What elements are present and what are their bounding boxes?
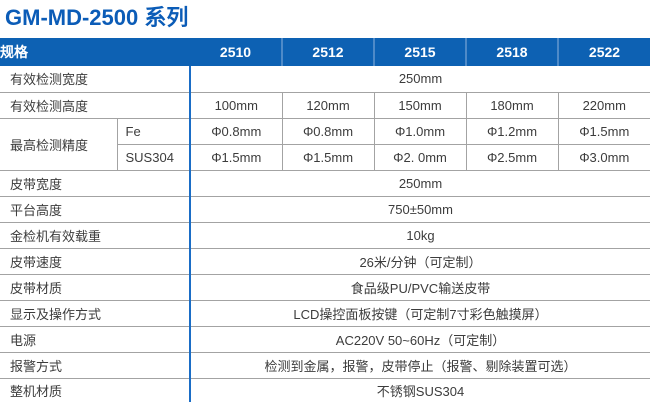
row-value: 250mm xyxy=(189,169,650,196)
table-row: 最高检测精度 Fe Φ0.8mm Φ0.8mm Φ1.0mm Φ1.2mm Φ1… xyxy=(0,117,650,170)
row-label: 皮带宽度 xyxy=(0,169,190,196)
model-header-2522: 2522 xyxy=(557,38,650,66)
row-label: 皮带速度 xyxy=(0,247,190,274)
row-value: 食品级PU/PVC输送皮带 xyxy=(189,273,650,300)
row-value: Φ2. 0mm xyxy=(373,143,466,170)
table-row: 有效检测高度 100mm 120mm 150mm 180mm 220mm xyxy=(0,91,650,118)
row-label: 电源 xyxy=(0,325,190,352)
row-label: 平台高度 xyxy=(0,195,190,222)
row-value: Φ2.5mm xyxy=(465,143,558,170)
row-value: 750±50mm xyxy=(189,195,650,222)
row-value: 检测到金属，报警，皮带停止（报警、剔除装置可选） xyxy=(189,351,650,378)
spec-header-cell: 规格 xyxy=(0,38,190,66)
row-label: 皮带材质 xyxy=(0,273,190,300)
table-row: 平台高度 750±50mm xyxy=(0,195,650,222)
row-value: Φ1.5mm xyxy=(281,143,374,170)
row-label: 报警方式 xyxy=(0,351,190,378)
row-value: 26米/分钟（可定制） xyxy=(189,247,650,274)
table-row: 皮带材质 食品级PU/PVC输送皮带 xyxy=(0,273,650,300)
spec-table: 规格 2510 2512 2515 2518 2522 有效检测宽度 250mm… xyxy=(0,38,650,402)
table-row: 皮带速度 26米/分钟（可定制） xyxy=(0,247,650,274)
table-row: 金检机有效载重 10kg xyxy=(0,221,650,248)
row-value: LCD操控面板按键（可定制7寸彩色触摸屏） xyxy=(189,299,650,326)
row-value: 250mm xyxy=(189,66,650,92)
model-header-2515: 2515 xyxy=(373,38,466,66)
row-value: Φ3.0mm xyxy=(557,143,650,170)
table-row: 电源 AC220V 50~60Hz（可定制） xyxy=(0,325,650,352)
row-sub-label: SUS304 xyxy=(116,143,190,170)
row-value: Φ1.0mm xyxy=(373,117,466,144)
row-value: 不锈钢SUS304 xyxy=(189,377,650,402)
row-value: 180mm xyxy=(465,91,558,118)
row-value: 100mm xyxy=(189,91,282,118)
row-value: Φ0.8mm xyxy=(281,117,374,144)
row-value: AC220V 50~60Hz（可定制） xyxy=(189,325,650,352)
model-header-2518: 2518 xyxy=(465,38,558,66)
row-label: 有效检测宽度 xyxy=(10,72,89,88)
table-row: SUS304 Φ1.5mm Φ1.5mm Φ2. 0mm Φ2.5mm Φ3.0… xyxy=(0,143,650,170)
table-row: 报警方式 检测到金属，报警，皮带停止（报警、剔除装置可选） xyxy=(0,351,650,378)
table-row: 整机材质 不锈钢SUS304 xyxy=(0,377,650,402)
row-label: 整机材质 xyxy=(0,377,190,402)
row-label: 最高检测精度 xyxy=(0,117,117,170)
row-value: Φ1.2mm xyxy=(465,117,558,144)
table-row: 有效检测宽度 250mm xyxy=(0,66,650,92)
page-title: GM-MD-2500 系列 xyxy=(5,5,189,30)
table-row: 皮带宽度 250mm xyxy=(0,169,650,196)
row-label: 有效检测高度 xyxy=(0,91,190,118)
model-header-2512: 2512 xyxy=(281,38,374,66)
row-value: Φ1.5mm xyxy=(189,143,282,170)
row-sub-label: Fe xyxy=(116,117,190,144)
row-value: 220mm xyxy=(557,91,650,118)
row-label: 金检机有效载重 xyxy=(0,221,190,248)
row-label: 显示及操作方式 xyxy=(0,299,190,326)
row-value: Φ1.5mm xyxy=(557,117,650,144)
table-row: 显示及操作方式 LCD操控面板按键（可定制7寸彩色触摸屏） xyxy=(0,299,650,326)
row-value: 150mm xyxy=(373,91,466,118)
row-value: 10kg xyxy=(189,221,650,248)
row-value: Φ0.8mm xyxy=(189,117,282,144)
table-header-row: 规格 2510 2512 2515 2518 2522 xyxy=(0,38,650,66)
model-header-2510: 2510 xyxy=(190,38,282,66)
row-value: 120mm xyxy=(281,91,374,118)
